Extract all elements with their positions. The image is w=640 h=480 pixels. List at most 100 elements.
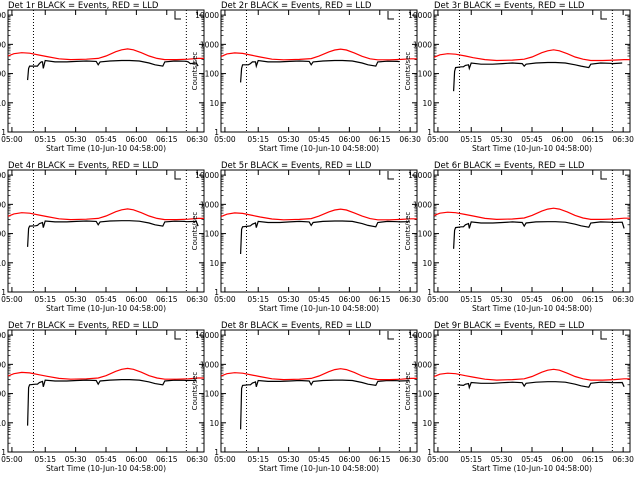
y-axis-label: Counts/sec (404, 372, 412, 411)
x-tick-label: 05:30 (65, 455, 87, 464)
x-tick-label: 06:15 (582, 455, 604, 464)
x-tick-label: 06:00 (126, 455, 148, 464)
y-tick-label: 10 (209, 99, 219, 108)
x-tick-label: 05:45 (95, 135, 117, 144)
panel-title: Det 7r BLACK = Events, RED = LLD (8, 321, 159, 331)
events-series-line (27, 379, 197, 426)
detector-panel: Det 6r BLACK = Events, RED = LLD 1 10 100 10… (404, 161, 634, 313)
y-tick-label: 10 (209, 419, 219, 428)
detector-panel: Det 5r BLACK = Events, RED = LLD 1 10 100 10… (191, 161, 421, 313)
x-tick-label: 05:15 (34, 295, 56, 304)
y-tick-label: 1 (427, 448, 432, 457)
x-tick-label: 06:00 (552, 295, 574, 304)
y-tick-label: 10000 (195, 11, 219, 20)
panel-title: Det 5r BLACK = Events, RED = LLD (221, 161, 372, 171)
events-series-line (240, 379, 410, 430)
y-tick-label: 100 (205, 230, 220, 239)
y-tick-label: 10 (0, 419, 6, 428)
y-axis-label: Counts/sec (404, 212, 412, 251)
y-tick-label: 100 (0, 70, 6, 79)
y-tick-label: 1 (427, 128, 432, 137)
x-tick-label: 05:00 (1, 455, 23, 464)
x-axis-label: Start Time (10-Jun-10 04:58:00) (259, 144, 379, 153)
x-axis-label: Start Time (10-Jun-10 04:58:00) (259, 464, 379, 473)
corner-marker (174, 11, 181, 20)
lld-series-line (220, 48, 417, 61)
x-tick-label: 05:00 (1, 135, 23, 144)
y-tick-label: 1 (214, 448, 219, 457)
plot-frame (220, 169, 418, 293)
panel-title: Det 9r BLACK = Events, RED = LLD (434, 321, 585, 331)
x-tick-label: 06:30 (186, 135, 208, 144)
detector-panel: Det 1r BLACK = Events, RED = LLD 1 10 100 10… (0, 1, 208, 153)
x-tick-label: 05:45 (521, 135, 543, 144)
y-tick-label: 1000 (200, 200, 219, 209)
x-tick-label: 05:15 (247, 455, 269, 464)
detector-panel: Det 8r BLACK = Events, RED = LLD 1 10 100 10… (191, 321, 421, 473)
y-tick-label: 1 (214, 128, 219, 137)
x-tick-label: 06:15 (369, 455, 391, 464)
y-tick-label: 1 (427, 288, 432, 297)
y-tick-label: 100 (0, 230, 6, 239)
x-tick-label: 05:15 (34, 135, 56, 144)
y-tick-label: 1 (214, 288, 219, 297)
x-axis-label: Start Time (10-Jun-10 04:58:00) (46, 144, 166, 153)
y-tick-label: 1000 (413, 200, 432, 209)
y-tick-label: 10000 (408, 11, 432, 20)
x-tick-label: 06:00 (126, 295, 148, 304)
lld-series-line (433, 368, 630, 381)
x-tick-label: 06:00 (552, 455, 574, 464)
events-series-line (453, 61, 623, 92)
y-tick-label: 100 (418, 230, 433, 239)
x-tick-label: 05:45 (521, 455, 543, 464)
x-tick-label: 06:30 (399, 455, 421, 464)
x-tick-label: 05:30 (278, 295, 300, 304)
x-axis-label: Start Time (10-Jun-10 04:58:00) (46, 304, 166, 313)
x-tick-label: 05:00 (427, 295, 449, 304)
y-axis-label: Counts/sec (404, 52, 412, 91)
x-tick-label: 06:15 (156, 135, 178, 144)
detector-panel: Det 2r BLACK = Events, RED = LLD 1 10 100 10… (191, 1, 421, 153)
y-tick-label: 10000 (408, 171, 432, 180)
plot-frame (433, 329, 631, 453)
x-tick-label: 05:15 (34, 455, 56, 464)
x-tick-label: 06:00 (339, 135, 361, 144)
y-tick-label: 100 (418, 70, 433, 79)
panel-title: Det 4r BLACK = Events, RED = LLD (8, 161, 159, 171)
detector-panel: Det 9r BLACK = Events, RED = LLD 1 10 100 10… (404, 321, 634, 473)
y-tick-label: 1000 (0, 360, 6, 369)
x-tick-label: 05:45 (95, 295, 117, 304)
detector-panel: Det 3r BLACK = Events, RED = LLD 1 10 100 10… (404, 1, 634, 153)
x-tick-label: 05:15 (460, 455, 482, 464)
x-tick-label: 06:30 (399, 295, 421, 304)
x-tick-label: 05:00 (214, 135, 236, 144)
corner-marker (387, 331, 394, 340)
x-tick-label: 05:15 (247, 295, 269, 304)
plot-frame (7, 169, 205, 293)
events-series-line (453, 221, 625, 249)
y-tick-label: 1000 (0, 200, 6, 209)
lld-series-line (7, 208, 204, 221)
x-tick-label: 06:30 (612, 295, 634, 304)
y-tick-label: 10000 (195, 171, 219, 180)
y-tick-label: 10000 (408, 331, 432, 340)
x-axis-label: Start Time (10-Jun-10 04:58:00) (472, 304, 592, 313)
x-tick-label: 05:00 (427, 135, 449, 144)
x-tick-label: 06:15 (156, 295, 178, 304)
plot-frame (220, 9, 418, 133)
corner-marker (387, 11, 394, 20)
x-axis-label: Start Time (10-Jun-10 04:58:00) (259, 304, 379, 313)
panel-title: Det 6r BLACK = Events, RED = LLD (434, 161, 585, 171)
panel-title: Det 8r BLACK = Events, RED = LLD (221, 321, 372, 331)
x-axis-label: Start Time (10-Jun-10 04:58:00) (472, 464, 592, 473)
x-tick-label: 06:15 (369, 295, 391, 304)
detector-panel: Det 7r BLACK = Events, RED = LLD 1 10 100 10… (0, 321, 208, 473)
events-series-line (27, 59, 199, 81)
x-axis-label: Start Time (10-Jun-10 04:58:00) (46, 464, 166, 473)
x-tick-label: 05:30 (65, 295, 87, 304)
x-tick-label: 05:30 (278, 135, 300, 144)
x-tick-label: 05:15 (460, 295, 482, 304)
x-tick-label: 06:30 (186, 455, 208, 464)
x-tick-label: 05:15 (247, 135, 269, 144)
